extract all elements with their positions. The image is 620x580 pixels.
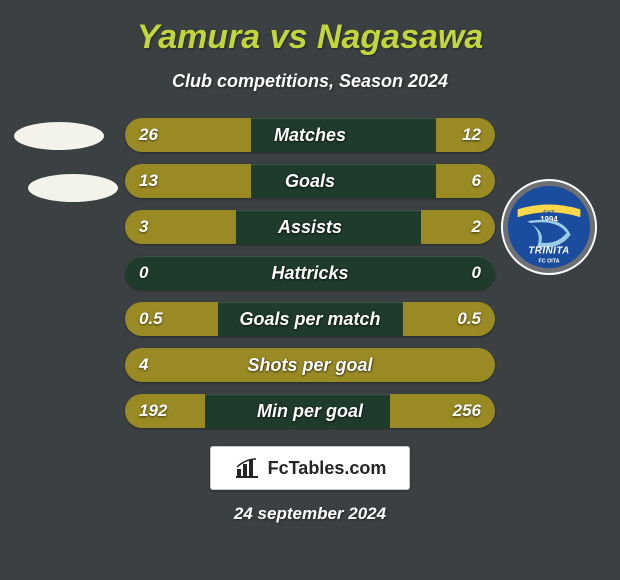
stat-value-left: 26 [125, 118, 172, 152]
stat-value-right: 0.5 [443, 302, 495, 336]
stat-value-right: 6 [458, 164, 495, 198]
club-badge-svg: EST 1994 TRINITA FC OITA [500, 178, 598, 276]
stat-value-right [467, 348, 495, 382]
stat-row: Shots per goal4 [125, 348, 495, 382]
stat-row: Goals per match0.5 0.5 [125, 302, 495, 336]
stat-row: Assists3 2 [125, 210, 495, 244]
comparison-infographic: Yamura vs Nagasawa Club competitions, Se… [0, 0, 620, 580]
stat-value-right: 2 [458, 210, 495, 244]
stat-row: Goals13 6 [125, 164, 495, 198]
stat-label: Hattricks [125, 256, 495, 290]
stat-row: Hattricks0 0 [125, 256, 495, 290]
stat-value-left: 192 [125, 394, 181, 428]
stat-row: Min per goal192256 [125, 394, 495, 428]
stat-value-left: 13 [125, 164, 172, 198]
stat-label: Matches [125, 118, 495, 152]
footer-brand-text: FcTables.com [268, 458, 387, 479]
footer-brand-box: FcTables.com [210, 446, 410, 490]
stat-label: Assists [125, 210, 495, 244]
stat-row: Matches26 12 [125, 118, 495, 152]
stat-value-left: 0 [125, 256, 162, 290]
stat-value-left: 3 [125, 210, 162, 244]
badge-text-small: FC OITA [538, 258, 559, 264]
stat-label: Goals [125, 164, 495, 198]
stat-value-left: 4 [125, 348, 162, 382]
footer-date: 24 september 2024 [10, 504, 610, 524]
player-left-nobadge-1 [14, 122, 104, 150]
page-title: Yamura vs Nagasawa [10, 18, 610, 57]
stat-value-right: 0 [458, 256, 495, 290]
stat-value-right: 12 [448, 118, 495, 152]
stat-label: Shots per goal [125, 348, 495, 382]
badge-text-name: TRINITA [528, 245, 569, 256]
page-subtitle: Club competitions, Season 2024 [10, 71, 610, 92]
player-right-club-badge: EST 1994 TRINITA FC OITA [500, 178, 598, 276]
stat-value-left: 0.5 [125, 302, 177, 336]
chart-bar-icon [234, 457, 260, 479]
stat-value-right: 256 [439, 394, 495, 428]
player-left-nobadge-2 [28, 174, 118, 202]
stat-label: Goals per match [125, 302, 495, 336]
